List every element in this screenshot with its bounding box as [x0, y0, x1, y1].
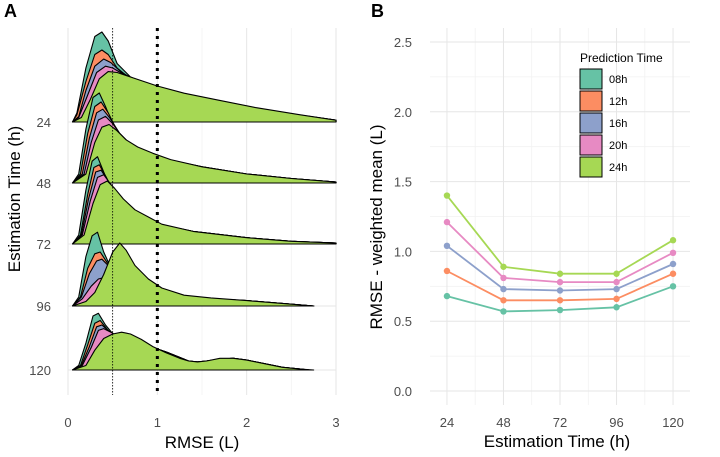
panel-b-grid: [430, 28, 690, 405]
point-12h-120: [669, 270, 677, 277]
a-x-tick-0: 0: [64, 415, 71, 430]
a-x-tick-2: 2: [243, 415, 250, 430]
legend-key-16h: [579, 112, 603, 134]
panel-a-x-ticks: 0 1 2 3: [64, 415, 339, 430]
point-20h-24: [443, 218, 451, 226]
point-08h-48: [500, 308, 507, 315]
panel-b-letter: B: [371, 1, 384, 21]
a-y-tick-24: 24: [37, 115, 51, 130]
point-20h-48: [500, 274, 507, 282]
panel-b: B 0.0 0.5 1.0 1.5 2.0 2.5 24 48 72 96 120 Predict…: [367, 1, 690, 451]
legend: Prediction Time 08h 12h 16h 20h 24h: [579, 51, 663, 178]
legend-label-24h: 24h: [609, 162, 627, 174]
a-y-tick-48: 48: [37, 176, 51, 191]
ridge-120: [71, 312, 315, 371]
legend-key-08h: [579, 68, 603, 90]
panel-a-ridges: [71, 31, 337, 371]
point-08h-96: [613, 304, 620, 311]
point-24h-24: [443, 192, 451, 199]
point-08h-24: [443, 292, 451, 300]
a-y-tick-72: 72: [37, 237, 51, 252]
panel-b-x-title: Estimation Time (h): [484, 432, 630, 451]
density-120-24h: [71, 331, 315, 371]
ridge-72: [71, 156, 337, 245]
point-12h-24: [443, 267, 451, 275]
b-x-tick-96: 96: [609, 415, 623, 430]
point-12h-96: [613, 295, 620, 303]
point-08h-72: [556, 306, 564, 314]
b-y-tick-1-5: 1.5: [394, 175, 412, 190]
point-20h-96: [613, 278, 620, 286]
point-24h-72: [556, 270, 564, 277]
series-16h: [443, 242, 677, 294]
legend-label-20h: 20h: [609, 140, 627, 152]
density-72-24h: [71, 180, 337, 245]
legend-key-12h: [579, 90, 603, 112]
b-y-tick-2-5: 2.5: [394, 35, 412, 50]
b-y-tick-1-0: 1.0: [394, 244, 412, 259]
point-16h-96: [613, 285, 620, 293]
legend-label-12h: 12h: [609, 96, 627, 108]
b-y-tick-0-0: 0.0: [394, 384, 412, 399]
legend-key-20h: [579, 134, 603, 156]
panel-a-letter: A: [4, 1, 17, 21]
panel-b-y-ticks: 0.0 0.5 1.0 1.5 2.0 2.5: [394, 35, 412, 399]
b-y-tick-0-5: 0.5: [394, 314, 412, 329]
density-24-24h: [71, 71, 337, 123]
a-y-tick-96: 96: [37, 299, 51, 314]
legend-label-08h: 08h: [609, 74, 627, 86]
panel-b-x-ticks: 24 48 72 96 120: [440, 415, 684, 430]
b-x-tick-24: 24: [440, 415, 454, 430]
panel-b-lines: [443, 192, 677, 315]
point-16h-120: [669, 260, 677, 268]
point-20h-120: [669, 249, 677, 257]
panel-a-y-ticks: 24 48 72 96 120: [29, 115, 51, 378]
ridge-96: [71, 231, 315, 307]
density-96-24h: [71, 242, 315, 307]
b-x-tick-48: 48: [496, 415, 510, 430]
series-24h: [443, 192, 677, 277]
b-y-tick-2-0: 2.0: [394, 105, 412, 120]
point-12h-72: [556, 297, 564, 304]
legend-key-24h: [579, 156, 603, 178]
point-24h-48: [500, 263, 507, 270]
legend-title: Prediction Time: [580, 51, 663, 65]
panel-a-y-title: Estimation Time (h): [5, 126, 24, 272]
density-48-24h: [71, 123, 337, 184]
series-08h: [443, 283, 677, 315]
point-16h-48: [500, 285, 507, 293]
panel-a-x-title: RMSE (L): [165, 433, 240, 452]
point-20h-72: [556, 278, 564, 286]
ridge-48: [71, 92, 337, 184]
a-y-tick-120: 120: [29, 363, 51, 378]
panel-b-y-title: RMSE - weighted mean (L): [367, 124, 386, 329]
series-20h: [443, 218, 677, 286]
point-12h-48: [500, 297, 507, 304]
ridge-24: [71, 31, 337, 123]
point-16h-72: [556, 287, 564, 294]
point-08h-120: [669, 283, 677, 290]
a-x-tick-1: 1: [154, 415, 161, 430]
b-x-tick-72: 72: [553, 415, 567, 430]
point-24h-96: [613, 270, 620, 277]
legend-label-16h: 16h: [609, 118, 627, 130]
panel-a: A 24 48 72 96 120 0 1 2 3 RMSE (L) Estimation T…: [4, 1, 340, 452]
b-x-tick-120: 120: [662, 415, 684, 430]
a-x-tick-3: 3: [332, 415, 339, 430]
series-12h: [443, 267, 677, 304]
point-16h-24: [443, 242, 451, 250]
point-24h-120: [669, 237, 677, 244]
panel-a-reference-lines: [112, 28, 159, 395]
